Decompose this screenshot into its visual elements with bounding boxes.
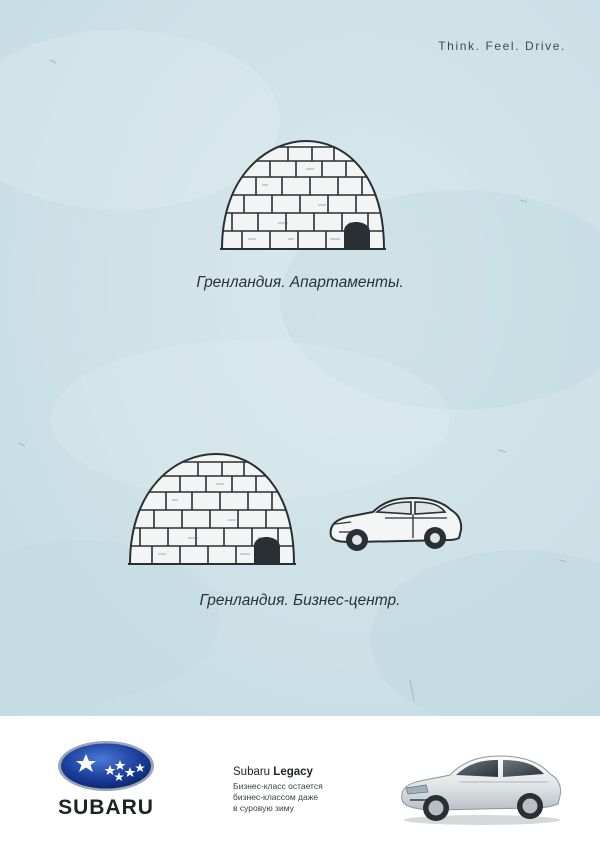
- slogan: Бизнес-класс остается бизнес-классом даж…: [233, 781, 323, 814]
- poster-area: Think. Feel. Drive. Гренландия. Апа: [0, 0, 600, 716]
- model-title: Legacy: [273, 766, 313, 778]
- model-name: Subaru Legacy: [233, 766, 313, 778]
- model-prefix: Subaru: [233, 766, 271, 778]
- subaru-star-emblem-icon: [58, 741, 154, 791]
- igloo-sketch-icon: [128, 452, 296, 565]
- caption-apartments: Гренландия. Апартаменты.: [196, 274, 404, 291]
- slogan-line: Бизнес-класс остается: [233, 781, 323, 791]
- igloo-sketch-icon: [220, 139, 386, 250]
- brand-wordmark: SUBARU: [58, 796, 154, 819]
- tagline: Think. Feel. Drive.: [438, 39, 566, 53]
- car-photo-icon: [401, 755, 561, 825]
- slogan-line: бизнес-классом даже: [233, 792, 319, 802]
- caption-business-center: Гренландия. Бизнес-центр.: [199, 592, 401, 609]
- car-sketch-icon: [329, 496, 463, 551]
- slogan-line: в суровую зиму: [233, 803, 294, 813]
